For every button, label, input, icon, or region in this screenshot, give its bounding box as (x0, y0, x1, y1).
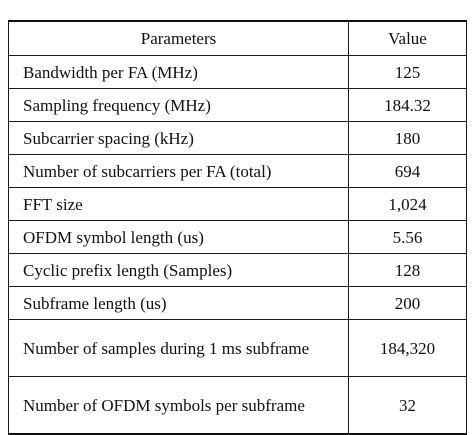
header-parameters: Parameters (8, 20, 349, 56)
parameters-table-container: Parameters Value Bandwidth per FA (MHz) … (8, 20, 467, 435)
value-cell: 128 (348, 253, 467, 287)
value-cell: 180 (348, 121, 467, 155)
table-row: Number of subcarriers per FA (total) 694 (8, 154, 467, 188)
parameter-cell: Bandwidth per FA (MHz) (8, 55, 349, 89)
table-row: OFDM symbol length (us) 5.56 (8, 220, 467, 254)
table-row: Cyclic prefix length (Samples) 128 (8, 253, 467, 287)
table-row: Number of OFDM symbols per subframe 32 (8, 376, 467, 435)
parameter-cell: Subcarrier spacing (kHz) (8, 121, 349, 155)
parameter-cell: Sampling frequency (MHz) (8, 88, 349, 122)
value-cell: 32 (348, 376, 467, 435)
table-row: Subcarrier spacing (kHz) 180 (8, 121, 467, 155)
table-header-row: Parameters Value (8, 20, 467, 56)
parameter-cell: OFDM symbol length (us) (8, 220, 349, 254)
table-row: FFT size 1,024 (8, 187, 467, 221)
value-cell: 200 (348, 286, 467, 320)
table-row: Number of samples during 1 ms subframe 1… (8, 319, 467, 377)
table-row: Sampling frequency (MHz) 184.32 (8, 88, 467, 122)
value-cell: 184.32 (348, 88, 467, 122)
value-cell: 125 (348, 55, 467, 89)
parameter-cell: Subframe length (us) (8, 286, 349, 320)
value-cell: 1,024 (348, 187, 467, 221)
header-value: Value (348, 20, 467, 56)
parameters-table: Parameters Value Bandwidth per FA (MHz) … (8, 20, 467, 435)
parameter-cell: Number of subcarriers per FA (total) (8, 154, 349, 188)
table-row: Subframe length (us) 200 (8, 286, 467, 320)
parameter-cell: Cyclic prefix length (Samples) (8, 253, 349, 287)
value-cell: 694 (348, 154, 467, 188)
value-cell: 5.56 (348, 220, 467, 254)
parameter-cell: Number of samples during 1 ms subframe (8, 319, 349, 377)
table-row: Bandwidth per FA (MHz) 125 (8, 55, 467, 89)
parameter-cell: Number of OFDM symbols per subframe (8, 376, 349, 435)
parameter-cell: FFT size (8, 187, 349, 221)
value-cell: 184,320 (348, 319, 467, 377)
